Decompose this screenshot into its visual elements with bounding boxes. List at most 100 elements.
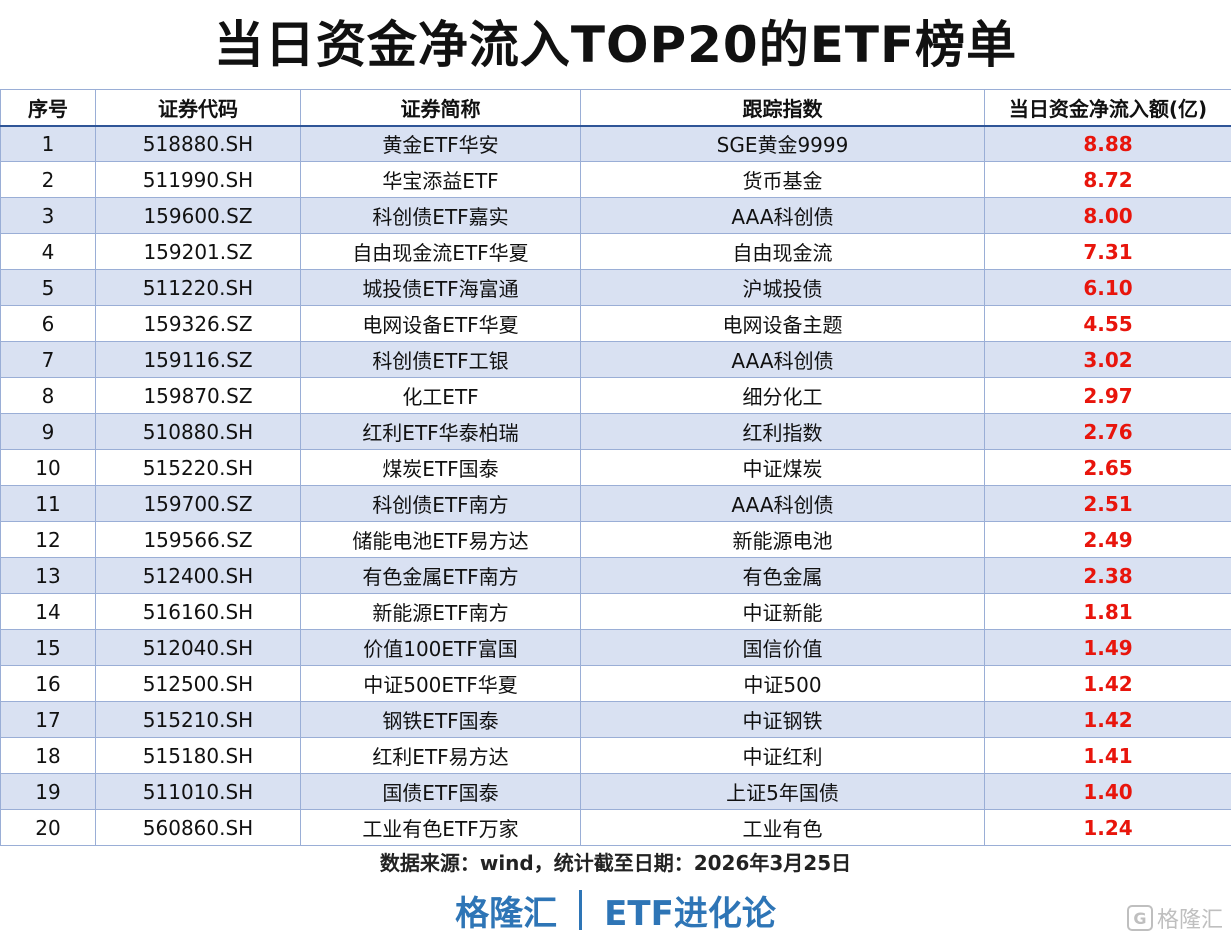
cell-name: 华宝添益ETF [300,161,581,198]
cell-code: 510880.SH [95,413,301,450]
table-row: 15 512040.SH 价值100ETF富国 国信价值 1.49 [0,629,1231,666]
cell-inflow: 1.81 [984,593,1231,630]
cell-name: 科创债ETF嘉实 [300,197,581,234]
cell-code: 159870.SZ [95,377,301,414]
cell-name: 电网设备ETF华夏 [300,305,581,342]
cell-rank: 2 [0,161,96,198]
cell-rank: 4 [0,233,96,270]
watermark-text: 格隆汇 [1156,908,1223,933]
cell-inflow: 1.49 [984,629,1231,666]
cell-inflow: 8.72 [984,161,1231,198]
cell-inflow: 2.97 [984,377,1231,414]
brand-separator [579,890,583,930]
cell-code: 159700.SZ [95,485,301,522]
cell-inflow: 3.02 [984,341,1231,378]
cell-index: 国信价值 [580,629,985,666]
cell-name: 红利ETF华泰柏瑞 [300,413,581,450]
table-row: 13 512400.SH 有色金属ETF南方 有色金属 2.38 [0,557,1231,594]
table-row: 2 511990.SH 华宝添益ETF 货币基金 8.72 [0,161,1231,198]
table-row: 5 511220.SH 城投债ETF海富通 沪城投债 6.10 [0,269,1231,306]
brand-column: ETF进化论 [604,893,776,934]
cell-inflow: 1.24 [984,809,1231,846]
cell-rank: 6 [0,305,96,342]
cell-name: 工业有色ETF万家 [300,809,581,846]
cell-inflow: 2.38 [984,557,1231,594]
brand-footer: 格隆汇 ETF进化论 [0,886,1231,934]
cell-index: 中证煤炭 [580,449,985,486]
cell-code: 159116.SZ [95,341,301,378]
table-row: 7 159116.SZ 科创债ETF工银 AAA科创债 3.02 [0,341,1231,378]
cell-code: 159201.SZ [95,233,301,270]
table-header-row: 序号 证券代码 证券简称 跟踪指数 当日资金净流入额(亿) [0,89,1231,127]
cell-rank: 12 [0,521,96,558]
cell-name: 自由现金流ETF华夏 [300,233,581,270]
cell-index: 沪城投债 [580,269,985,306]
table-row: 18 515180.SH 红利ETF易方达 中证红利 1.41 [0,737,1231,774]
cell-rank: 5 [0,269,96,306]
cell-name: 科创债ETF南方 [300,485,581,522]
cell-name: 红利ETF易方达 [300,737,581,774]
cell-inflow: 1.42 [984,665,1231,702]
header-index: 跟踪指数 [580,89,985,127]
cell-code: 515210.SH [95,701,301,738]
cell-code: 515220.SH [95,449,301,486]
cell-inflow: 2.49 [984,521,1231,558]
table-row: 14 516160.SH 新能源ETF南方 中证新能 1.81 [0,593,1231,630]
brand-name: 格隆汇 [455,893,558,934]
cell-inflow: 7.31 [984,233,1231,270]
cell-rank: 17 [0,701,96,738]
header-rank: 序号 [0,89,96,127]
cell-name: 黄金ETF华安 [300,125,581,162]
cell-index: 自由现金流 [580,233,985,270]
table-row: 10 515220.SH 煤炭ETF国泰 中证煤炭 2.65 [0,449,1231,486]
header-inflow: 当日资金净流入额(亿) [984,89,1231,127]
table-row: 6 159326.SZ 电网设备ETF华夏 电网设备主题 4.55 [0,305,1231,342]
cell-name: 中证500ETF华夏 [300,665,581,702]
cell-inflow: 1.42 [984,701,1231,738]
cell-index: 新能源电池 [580,521,985,558]
table-row: 11 159700.SZ 科创债ETF南方 AAA科创债 2.51 [0,485,1231,522]
cell-code: 560860.SH [95,809,301,846]
table-row: 12 159566.SZ 储能电池ETF易方达 新能源电池 2.49 [0,521,1231,558]
cell-index: 上证5年国债 [580,773,985,810]
table-row: 16 512500.SH 中证500ETF华夏 中证500 1.42 [0,665,1231,702]
cell-inflow: 4.55 [984,305,1231,342]
cell-name: 储能电池ETF易方达 [300,521,581,558]
cell-index: 细分化工 [580,377,985,414]
cell-inflow: 1.40 [984,773,1231,810]
cell-inflow: 2.65 [984,449,1231,486]
table-row: 20 560860.SH 工业有色ETF万家 工业有色 1.24 [0,809,1231,846]
cell-inflow: 1.41 [984,737,1231,774]
cell-name: 有色金属ETF南方 [300,557,581,594]
cell-code: 159566.SZ [95,521,301,558]
cell-rank: 20 [0,809,96,846]
cell-rank: 15 [0,629,96,666]
cell-code: 512040.SH [95,629,301,666]
cell-code: 518880.SH [95,125,301,162]
cell-name: 新能源ETF南方 [300,593,581,630]
cell-index: 中证钢铁 [580,701,985,738]
cell-rank: 3 [0,197,96,234]
cell-code: 159326.SZ [95,305,301,342]
cell-index: SGE黄金9999 [580,125,985,162]
cell-code: 516160.SH [95,593,301,630]
table-row: 19 511010.SH 国债ETF国泰 上证5年国债 1.40 [0,773,1231,810]
cell-rank: 14 [0,593,96,630]
cell-rank: 1 [0,125,96,162]
cell-inflow: 2.76 [984,413,1231,450]
table-row: 4 159201.SZ 自由现金流ETF华夏 自由现金流 7.31 [0,233,1231,270]
header-name: 证券简称 [300,89,581,127]
cell-rank: 10 [0,449,96,486]
cell-rank: 16 [0,665,96,702]
data-source-note: 数据来源：wind，统计截至日期：2026年3月25日 [379,851,852,875]
cell-index: 货币基金 [580,161,985,198]
cell-index: AAA科创债 [580,485,985,522]
cell-name: 国债ETF国泰 [300,773,581,810]
cell-index: AAA科创债 [580,197,985,234]
cell-code: 511220.SH [95,269,301,306]
cell-code: 511010.SH [95,773,301,810]
cell-index: AAA科创债 [580,341,985,378]
cell-name: 城投债ETF海富通 [300,269,581,306]
cell-code: 159600.SZ [95,197,301,234]
cell-code: 512500.SH [95,665,301,702]
